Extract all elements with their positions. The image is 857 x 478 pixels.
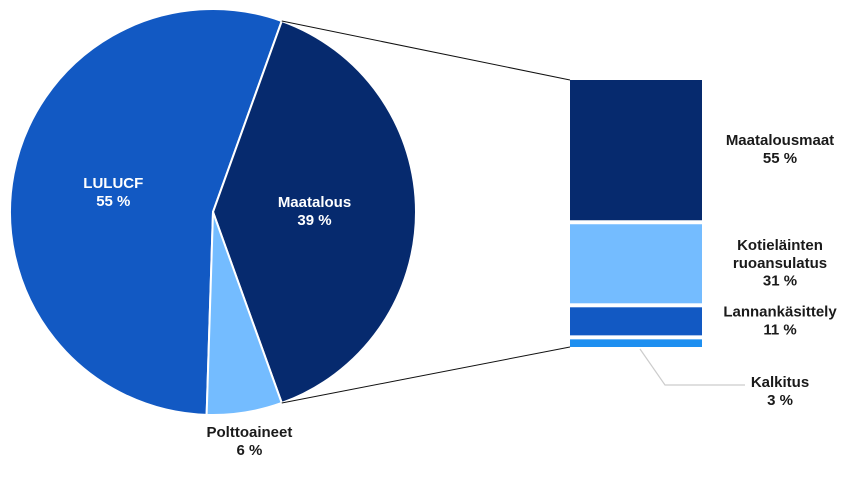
value-label: 39 % (297, 212, 331, 229)
category-label: Maatalousmaat (726, 132, 834, 149)
bar-segment (570, 307, 702, 336)
pie-slice (205, 211, 284, 416)
pie-slice (9, 8, 284, 416)
connector-line (281, 20, 571, 81)
label-line: Lannankäsittely (723, 303, 837, 320)
category-label: LULUCF (83, 175, 143, 192)
label-line: Polttoaineet (207, 424, 293, 441)
category-label: Maatalous (278, 194, 351, 211)
label-line: Maatalous (278, 194, 351, 211)
label-line: Kotieläinten (737, 237, 823, 254)
value-label: 55 % (96, 193, 130, 210)
value-label: 11 % (763, 321, 796, 338)
value-label: 31 % (763, 273, 797, 290)
bar-segment (570, 339, 702, 347)
label-line: LULUCF (83, 175, 143, 192)
category-label: Lannankäsittely (723, 303, 837, 320)
label-line: Maatalousmaat (726, 132, 834, 149)
label-line: ruoansulatus (733, 255, 827, 272)
category-label: Kotieläinten ruoansulatus (733, 237, 827, 272)
category-label: Polttoaineet (207, 424, 293, 441)
connector-line (281, 346, 571, 404)
label-line: Kalkitus (751, 374, 809, 391)
bar-segment (570, 80, 702, 221)
value-label: 55 % (763, 150, 797, 167)
category-label: Kalkitus (751, 374, 809, 391)
value-label: 3 % (767, 392, 793, 409)
value-label: 6 % (237, 442, 263, 459)
pie-slice (211, 19, 418, 405)
leader-line (639, 348, 745, 386)
bar-segment (570, 224, 702, 304)
